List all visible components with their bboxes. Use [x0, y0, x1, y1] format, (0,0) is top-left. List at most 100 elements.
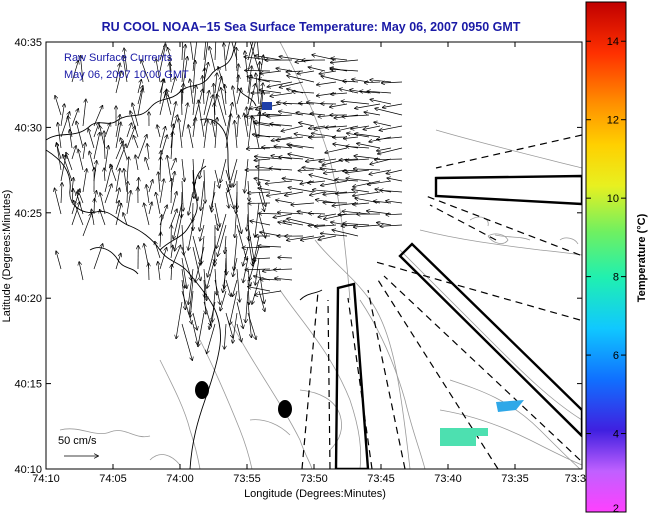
current-vector	[318, 235, 337, 240]
current-vector	[233, 279, 238, 296]
current-vector	[236, 88, 241, 105]
current-vector	[298, 170, 315, 171]
current-vector	[181, 246, 192, 280]
current-vector	[60, 104, 64, 127]
dashed-transect	[383, 275, 581, 461]
current-vector	[297, 70, 315, 74]
current-vector	[209, 301, 216, 329]
current-vector	[192, 246, 201, 281]
current-vector	[214, 169, 220, 188]
current-vector	[57, 143, 62, 171]
current-vector	[66, 153, 73, 171]
current-vector	[100, 193, 106, 215]
current-vector	[93, 244, 103, 270]
current-vector	[220, 290, 227, 311]
chart-title: RU COOL NOAA−15 Sea Surface Temperature:…	[102, 20, 521, 34]
current-vector	[233, 86, 238, 116]
y-tick-label: 40:15	[14, 379, 42, 391]
current-vector	[137, 89, 143, 116]
current-vector	[204, 169, 205, 203]
current-vector	[283, 221, 304, 226]
current-vector	[225, 42, 230, 61]
current-vector	[308, 181, 326, 183]
current-vector	[200, 224, 205, 241]
y-tick-label: 40:30	[14, 122, 42, 134]
current-vector	[377, 136, 403, 140]
current-vector	[377, 223, 392, 226]
current-vector	[76, 192, 84, 215]
current-vector	[247, 213, 248, 231]
current-vector	[357, 143, 381, 149]
current-vector	[237, 64, 239, 83]
current-vector	[159, 179, 164, 204]
current-vector	[58, 123, 62, 149]
current-vector	[198, 312, 205, 347]
current-vector	[255, 257, 260, 285]
current-vector	[170, 209, 177, 226]
current-vector	[216, 213, 227, 248]
current-vector	[115, 122, 121, 149]
current-vector	[382, 82, 403, 83]
current-vector	[190, 290, 194, 317]
current-vector	[267, 81, 293, 87]
current-vector	[104, 146, 108, 171]
current-vector	[127, 182, 128, 204]
current-vector	[159, 135, 167, 160]
current-vector	[370, 158, 392, 164]
dashed-transect	[429, 204, 497, 241]
current-vector	[159, 248, 167, 270]
current-vector	[354, 169, 381, 170]
current-vector	[204, 290, 206, 314]
map-plot-area: Raw Surface Currents May 06, 2007 10:00 …	[46, 42, 582, 469]
current-vector	[181, 90, 182, 116]
current-vector	[386, 169, 403, 174]
current-vector	[192, 61, 195, 94]
current-vector	[82, 213, 92, 237]
current-vector	[318, 213, 337, 217]
current-vector	[247, 116, 252, 149]
colorbar-tick-label: 14	[607, 36, 619, 48]
current-vector	[236, 323, 242, 342]
current-vector	[192, 85, 196, 116]
dashed-transect-lines	[301, 134, 582, 469]
current-vector	[259, 90, 282, 94]
current-vector	[157, 125, 161, 138]
current-vector	[342, 115, 370, 117]
current-vector	[170, 77, 175, 94]
current-vector	[353, 203, 370, 205]
current-vector	[254, 178, 271, 182]
colorbar-tick-label: 8	[613, 272, 619, 284]
current-vector	[141, 60, 150, 83]
current-vector	[245, 70, 271, 71]
current-vector	[167, 156, 172, 182]
current-vector	[375, 159, 403, 160]
current-vector	[190, 42, 194, 61]
current-vector	[201, 180, 205, 210]
contour-line	[435, 129, 582, 169]
current-vector	[158, 262, 161, 281]
current-vector	[104, 168, 105, 182]
current-vector	[249, 246, 260, 280]
current-vector	[346, 178, 370, 182]
dashed-transect	[301, 291, 319, 469]
current-vector	[115, 71, 121, 94]
current-vector	[299, 123, 315, 127]
current-vector	[203, 120, 208, 149]
current-vector	[324, 213, 348, 219]
current-vector	[181, 268, 185, 288]
current-vector	[247, 42, 254, 61]
current-vector	[192, 312, 197, 330]
current-vector	[245, 158, 249, 193]
current-vector	[145, 158, 150, 171]
current-vector	[225, 103, 232, 138]
current-vector	[93, 133, 100, 160]
current-vector	[365, 82, 381, 83]
current-vector	[192, 323, 198, 344]
current-vector	[214, 103, 215, 127]
current-vector	[342, 211, 370, 215]
current-vector	[182, 84, 184, 105]
current-vector	[370, 80, 392, 83]
current-vector	[331, 58, 348, 60]
y-tick-label: 40:20	[14, 293, 42, 305]
